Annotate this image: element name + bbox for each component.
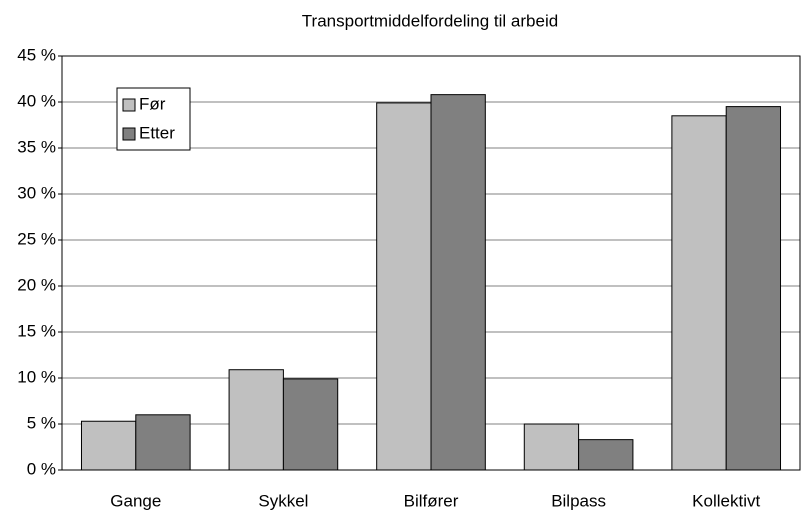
legend-swatch — [122, 127, 136, 141]
legend-label: Etter — [139, 123, 175, 142]
x-tick-label: Bilfører — [404, 491, 459, 510]
y-tick-label: 30 % — [17, 183, 56, 202]
plot-border — [61, 55, 801, 471]
x-tick-label: Kollektivt — [692, 491, 760, 510]
bar — [578, 439, 634, 471]
bar — [228, 369, 284, 471]
x-tick-label: Bilpass — [551, 491, 606, 510]
y-tick-label: 0 % — [27, 459, 56, 478]
legend-swatch — [122, 98, 136, 112]
y-tick-label: 35 % — [17, 137, 56, 156]
y-tick-label: 5 % — [27, 413, 56, 432]
x-tick-label: Gange — [110, 491, 161, 510]
y-tick-label: 10 % — [17, 367, 56, 386]
bar — [376, 102, 432, 471]
y-tick-label: 20 % — [17, 275, 56, 294]
y-tick-label: 40 % — [17, 91, 56, 110]
bar — [135, 414, 191, 471]
bar — [430, 94, 486, 471]
chart-title: Transportmiddelfordeling til arbeid — [302, 11, 558, 30]
y-tick-label: 25 % — [17, 229, 56, 248]
x-tick-label: Sykkel — [258, 491, 308, 510]
bar — [80, 420, 137, 471]
bar — [282, 378, 339, 471]
bar — [523, 423, 580, 471]
y-tick-label: 15 % — [17, 321, 56, 340]
legend-label: Før — [139, 94, 166, 113]
bar — [671, 115, 727, 471]
bar — [725, 106, 782, 471]
y-tick-label: 45 % — [17, 45, 56, 64]
